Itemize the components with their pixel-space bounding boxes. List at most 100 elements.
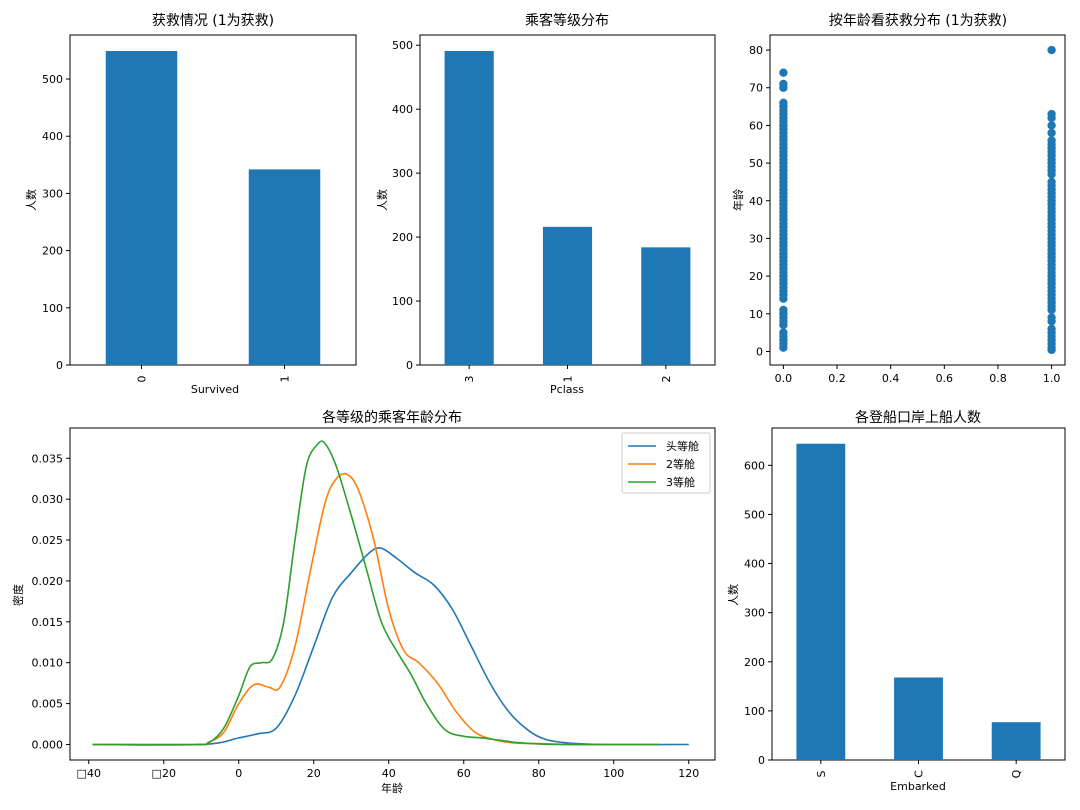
y-tick-label: 0.030 xyxy=(32,493,64,506)
bar xyxy=(796,443,846,760)
y-tick-label: 300 xyxy=(42,187,63,200)
chart-title: 各登船口岸上船人数 xyxy=(855,410,981,426)
y-tick-label: 50 xyxy=(749,157,763,170)
y-tick-label: 200 xyxy=(392,231,413,244)
chart-title: 获救情况 (1为获救) xyxy=(152,13,274,29)
scatter-point xyxy=(779,98,788,108)
scatter-point xyxy=(779,68,788,77)
y-tick-label: 0.025 xyxy=(32,534,64,547)
legend-label: 2等舱 xyxy=(666,457,695,471)
scatter-point xyxy=(1047,177,1056,187)
x-tick-label: 120 xyxy=(678,767,699,780)
y-tick-label: 80 xyxy=(749,44,763,57)
scatter-point xyxy=(1047,313,1056,322)
y-tick-label: 0.020 xyxy=(32,575,64,588)
x-tick-label: C xyxy=(913,770,926,778)
scatter-point xyxy=(1047,121,1056,130)
y-tick-label: 30 xyxy=(749,232,763,245)
x-tick-label: 0 xyxy=(136,376,149,383)
legend-label: 3等舱 xyxy=(666,475,695,489)
scatter-point xyxy=(1047,109,1056,119)
scatter-point xyxy=(779,328,788,337)
legend: 头等舱 2等舱 3等舱 xyxy=(621,432,711,494)
y-tick-label: 10 xyxy=(749,308,763,321)
scatter-point xyxy=(1047,128,1056,138)
x-tick-label: 100 xyxy=(603,767,624,780)
y-axis-label: 密度 xyxy=(11,584,25,606)
x-tick-label: S xyxy=(815,770,828,777)
legend-label: 头等舱 xyxy=(666,439,699,453)
y-tick-label: 600 xyxy=(744,459,765,472)
scatter-point xyxy=(779,305,788,315)
density-line xyxy=(92,472,652,746)
bar xyxy=(991,722,1041,760)
y-tick-label: 400 xyxy=(392,103,413,116)
y-tick-label: 200 xyxy=(744,656,765,669)
y-tick-label: 500 xyxy=(42,73,63,86)
x-tick-label: □40 xyxy=(77,767,101,780)
axes-frame xyxy=(769,34,1066,366)
y-tick-label: 100 xyxy=(392,295,413,308)
y-axis-label: 人数 xyxy=(25,189,38,211)
y-tick-label: 40 xyxy=(749,195,763,208)
y-tick-label: 0 xyxy=(758,754,765,767)
bar xyxy=(894,677,943,760)
bar xyxy=(641,247,691,365)
scatter-point xyxy=(1047,324,1056,334)
y-tick-label: 0.000 xyxy=(32,738,64,751)
scatter-point xyxy=(1047,136,1056,145)
x-tick-label: Q xyxy=(1010,769,1023,778)
bar xyxy=(248,169,321,365)
y-tick-label: 500 xyxy=(744,508,765,521)
axes-frame xyxy=(69,427,716,761)
x-axis-label: Survived xyxy=(191,383,239,396)
panel-age-scatter: 按年龄看获救分布 (1为获救) 年龄 0 10 20 30 40 50 60 70 80 0.0 0… xyxy=(731,13,1066,385)
x-tick-label: 20 xyxy=(307,767,321,780)
y-axis-label: 人数 xyxy=(376,189,389,211)
bar xyxy=(542,226,593,365)
x-axis-label: Pclass xyxy=(550,383,584,396)
y-tick-label: 0.010 xyxy=(32,657,64,670)
y-tick-label: 100 xyxy=(744,705,765,718)
y-tick-label: 0 xyxy=(406,359,413,372)
y-tick-label: 20 xyxy=(749,270,763,283)
y-tick-label: 100 xyxy=(42,302,63,315)
legend-box xyxy=(621,432,711,494)
y-tick-label: 300 xyxy=(392,167,413,180)
y-axis-label: 人数 xyxy=(727,584,740,606)
y-tick-label: 0.035 xyxy=(32,452,64,465)
y-tick-label: 400 xyxy=(744,558,765,571)
x-axis-label: 年龄 xyxy=(381,781,403,795)
panel-embarked: 各登船口岸上船人数 Embarked 人数 0 100 200 300 400 500 60… xyxy=(727,410,1066,793)
panel-survived: 获救情况 (1为获救) Survived 人数 0 100 200 300 400 500… xyxy=(25,13,357,396)
y-tick-label: 0.015 xyxy=(32,616,64,629)
y-tick-label: 60 xyxy=(749,119,763,132)
panel-age-kde: 各等级的乘客年龄分布 年龄 密度 0.000 0.005 0.010 0.015 0.0… xyxy=(11,409,716,795)
y-tick-label: 0 xyxy=(56,359,63,372)
chart-title: 各等级的乘客年龄分布 xyxy=(322,409,462,426)
x-axis-label: Embarked xyxy=(890,780,946,793)
x-tick-label: 0.4 xyxy=(882,372,900,385)
y-tick-label: 70 xyxy=(749,82,763,95)
x-tick-label: 0.0 xyxy=(775,372,793,385)
scatter-point xyxy=(779,79,788,89)
x-tick-label: 1 xyxy=(562,376,575,383)
y-tick-label: 500 xyxy=(392,39,413,52)
scatter-point xyxy=(1047,45,1056,55)
x-tick-label: 1.0 xyxy=(1043,372,1061,385)
panel-pclass: 乘客等级分布 Pclass 人数 0 100 200 300 400 500 3 1 2 xyxy=(376,12,716,396)
x-tick-label: 0.8 xyxy=(989,372,1007,385)
chart-title: 按年龄看获救分布 (1为获救) xyxy=(829,13,1007,29)
x-tick-label: 0.2 xyxy=(828,372,846,385)
x-tick-label: 80 xyxy=(532,767,546,780)
density-line xyxy=(92,440,659,746)
chart-title: 乘客等级分布 xyxy=(525,12,609,29)
y-tick-label: 0.005 xyxy=(32,698,64,711)
density-line xyxy=(92,547,689,746)
y-tick-label: 200 xyxy=(42,245,63,258)
bar xyxy=(105,51,178,366)
y-axis-label: 年龄 xyxy=(731,189,745,211)
x-tick-label: 3 xyxy=(463,376,476,383)
y-tick-label: 300 xyxy=(744,607,765,620)
